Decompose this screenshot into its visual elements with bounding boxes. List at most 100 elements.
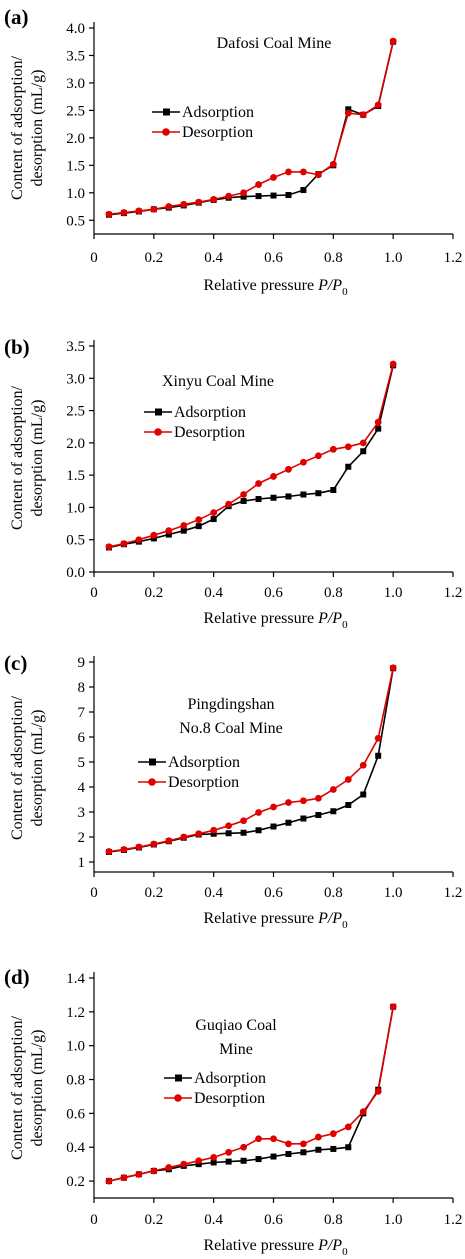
chart-title-line: Mine — [219, 1041, 253, 1058]
x-axis-label-text: Relative pressure — [203, 277, 318, 294]
data-point — [165, 203, 173, 210]
data-point — [270, 823, 277, 830]
legend-marker — [148, 778, 156, 786]
y-tick-label: 3.5 — [66, 48, 85, 64]
y-tick-label: 0.2 — [66, 1174, 85, 1190]
data-point — [180, 1160, 188, 1168]
data-point — [165, 1164, 173, 1171]
data-point — [345, 463, 352, 470]
series-desorption — [105, 664, 397, 855]
y-tick-label: 1.2 — [66, 1005, 85, 1021]
legend-label: Desorption — [182, 124, 253, 141]
data-point — [150, 205, 158, 213]
legend-entry-desorption: Desorption — [144, 424, 245, 441]
x-axis-label-text: Relative pressure — [203, 1237, 318, 1254]
y-tick-label: 2.5 — [66, 103, 85, 119]
x-tick-label: 0.6 — [264, 1212, 283, 1228]
data-point — [270, 1153, 277, 1160]
data-point — [359, 1108, 367, 1116]
x-tick-label: 0.4 — [204, 1212, 223, 1228]
y-axis-label-line: Content of adsorption/ — [9, 55, 26, 200]
x-tick-label: 0.4 — [204, 585, 223, 601]
data-point — [240, 817, 247, 825]
x-axis-label-subscript: 0 — [342, 286, 348, 298]
y-tick-label: 9 — [78, 655, 86, 671]
data-point — [120, 209, 128, 216]
x-axis-label: Relative pressure P/P0 — [203, 277, 348, 298]
series-desorption — [105, 1003, 397, 1185]
data-point — [210, 509, 218, 516]
data-point — [225, 830, 232, 837]
data-point — [210, 830, 217, 837]
x-tick-label: 1.2 — [444, 885, 463, 901]
data-point — [240, 1143, 247, 1151]
data-point — [210, 195, 218, 203]
data-point — [255, 1156, 262, 1163]
x-tick-label: 0.6 — [264, 885, 283, 901]
chart-title-line: Dafosi Coal Mine — [217, 35, 332, 52]
chart-panel-1: (a) 0 0.2 0.4 0.6 0.8 1.0 1.2 0.5 1.0 1.5 2.0 2.5 3.0… — [4, 5, 462, 298]
data-point — [375, 425, 382, 432]
y-tick-label: 4 — [78, 780, 86, 796]
y-tick-label: 3.5 — [66, 339, 85, 355]
x-axis-label-italic: P/P — [317, 610, 342, 627]
data-point — [195, 516, 203, 524]
data-point — [150, 840, 158, 848]
data-point — [225, 192, 233, 200]
data-point — [300, 491, 307, 498]
legend-entry-adsorption: Adsorption — [144, 404, 246, 421]
data-point — [195, 830, 203, 838]
chart-title: Guqiao Coal Mine — [195, 1017, 277, 1058]
data-point — [315, 490, 322, 497]
data-point — [180, 527, 187, 534]
x-tick-label: 0 — [90, 250, 98, 266]
chart-title-line: Guqiao Coal — [195, 1017, 277, 1034]
data-point — [345, 802, 352, 808]
legend-label: Adsorption — [194, 1070, 266, 1087]
data-point — [120, 1174, 128, 1182]
data-point — [285, 493, 292, 500]
data-point — [374, 418, 382, 426]
y-tick-label: 3.0 — [66, 76, 85, 92]
y-tick-label: 6 — [78, 730, 86, 746]
x-tick-label: 0.8 — [324, 250, 343, 266]
x-tick-label: 0.6 — [264, 250, 283, 266]
data-point — [374, 101, 382, 109]
data-point — [389, 360, 397, 368]
legend-entry-adsorption: Adsorption — [164, 1070, 266, 1087]
data-point — [375, 752, 382, 759]
data-point — [255, 1135, 262, 1143]
y-axis-label-line: desorption (mL/g) — [29, 1030, 46, 1147]
y-tick-label: 0.6 — [66, 1106, 85, 1122]
data-point — [285, 819, 292, 826]
data-point — [240, 497, 247, 504]
x-axis-label: Relative pressure P/P0 — [203, 1237, 348, 1258]
data-point — [195, 523, 202, 530]
legend-marker — [155, 408, 162, 416]
legend-label: Desorption — [194, 1090, 265, 1107]
data-point — [105, 1177, 113, 1185]
data-point — [225, 822, 233, 830]
y-axis-label: Content of adsorption/desorption (mL/g) — [9, 1015, 46, 1160]
data-point — [330, 1145, 337, 1152]
y-tick-label: 3 — [78, 805, 86, 821]
data-point — [255, 809, 262, 816]
panel-letter: (b) — [4, 335, 30, 359]
y-axis-label-line: Content of adsorption/ — [9, 385, 26, 530]
data-point — [165, 837, 173, 845]
data-point — [359, 439, 367, 447]
data-point — [300, 168, 307, 176]
data-point — [165, 531, 172, 538]
data-point — [270, 803, 277, 811]
data-point — [315, 1146, 322, 1153]
x-axis-label-text: Relative pressure — [203, 610, 318, 627]
data-point — [329, 786, 337, 793]
data-point — [285, 465, 292, 473]
x-tick-label: 0 — [90, 585, 98, 601]
data-point — [329, 160, 337, 168]
x-axis-label-subscript: 0 — [342, 1246, 348, 1258]
x-axis-label-subscript: 0 — [342, 919, 348, 931]
y-tick-label: 0.4 — [66, 1140, 85, 1156]
y-tick-label: 2.5 — [66, 404, 85, 420]
data-point — [345, 1144, 352, 1151]
